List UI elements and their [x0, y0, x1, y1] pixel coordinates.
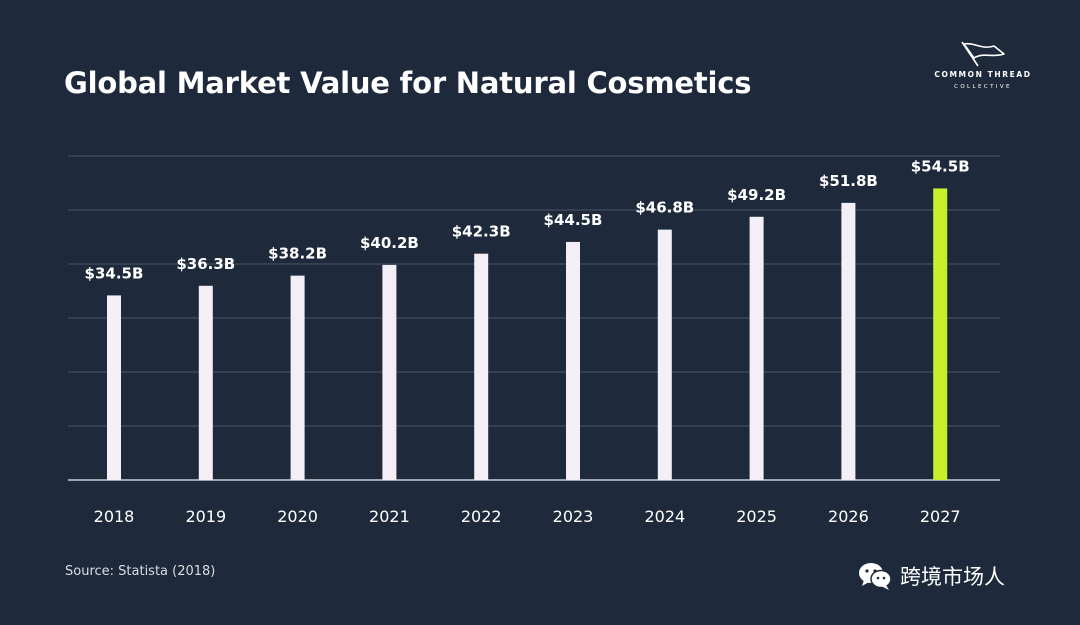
bar-2020 [290, 275, 305, 480]
x-tick-2023: 2023 [553, 507, 594, 526]
x-tick-labels: 2018 2019 2020 2021 2022 2023 2024 2025 2026 2027 [94, 507, 961, 526]
value-label-2019: $36.3B [176, 255, 235, 273]
value-label-2023: $44.5B [544, 211, 603, 229]
value-label-2021: $40.2B [360, 234, 419, 252]
x-tick-2018: 2018 [94, 507, 135, 526]
value-label-2018: $34.5B [85, 264, 144, 282]
watermark-text: 跨境市场人 [900, 565, 1005, 589]
x-tick-2020: 2020 [277, 507, 318, 526]
x-tick-2021: 2021 [369, 507, 410, 526]
x-tick-2019: 2019 [185, 507, 226, 526]
watermark: 跨境市场人 [858, 558, 1005, 594]
flag-icon [961, 41, 1005, 67]
value-label-2024: $46.8B [635, 199, 694, 217]
value-label-2025: $49.2B [727, 186, 786, 204]
brand-logo: COMMON THREAD COLLECTIVE [922, 40, 1044, 96]
value-label-2020: $38.2B [268, 245, 327, 263]
bar-2025 [749, 216, 764, 480]
x-tick-2022: 2022 [461, 507, 502, 526]
value-label-2022: $42.3B [452, 223, 511, 241]
bar-2022 [474, 253, 489, 480]
x-tick-2027: 2027 [920, 507, 961, 526]
value-label-2026: $51.8B [819, 172, 878, 190]
x-tick-2025: 2025 [736, 507, 777, 526]
wechat-icon [859, 563, 892, 590]
bar-2024 [657, 229, 672, 480]
brand-subtitle: COLLECTIVE [954, 84, 1012, 90]
bar-2023 [566, 241, 580, 480]
value-label-2027: $54.5B [911, 157, 970, 175]
bars [107, 188, 948, 481]
bar-2019 [198, 285, 213, 480]
chart-title: Global Market Value for Natural Cosmetic… [64, 66, 752, 100]
bar-2021 [382, 264, 397, 480]
bar-2027 [933, 188, 948, 481]
bar-2018 [107, 295, 121, 480]
brand-name: COMMON THREAD [934, 70, 1032, 79]
x-tick-2026: 2026 [828, 507, 869, 526]
value-labels: $34.5B $36.3B $38.2B $40.2B $42.3B $44.5B $46.… [85, 157, 970, 282]
x-tick-2024: 2024 [644, 507, 685, 526]
source-note: Source: Statista (2018) [65, 564, 216, 579]
bar-2026 [841, 202, 856, 480]
